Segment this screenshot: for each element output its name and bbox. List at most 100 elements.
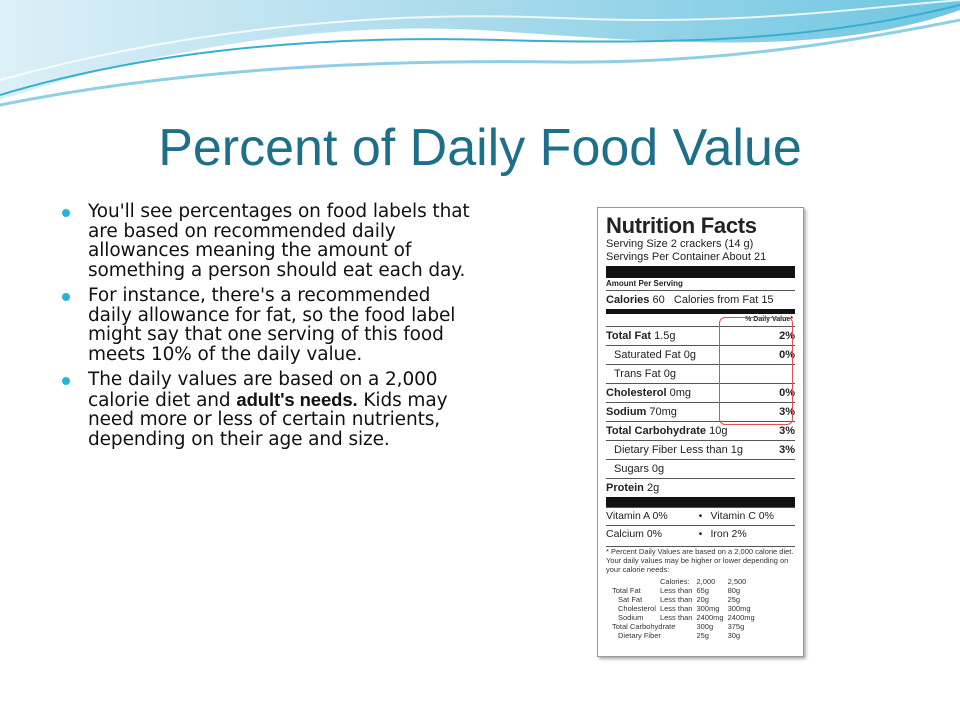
- table-row: Cholesterol Less than 300mg 300mg: [612, 604, 759, 613]
- table-cell: 80g: [727, 586, 741, 595]
- bullet-text: For instance, there's a recommended dail…: [88, 285, 456, 365]
- nutrient-row: Protein 2g: [606, 478, 795, 497]
- servings: Servings Per Container About 21: [606, 251, 767, 263]
- table-cell: 300g: [696, 622, 714, 631]
- bullet-bold: adult's needs.: [236, 388, 358, 410]
- table-header: Calories: 2,000 2,500: [612, 577, 759, 586]
- calories-row: Calories 60 Calories from Fat 15: [606, 291, 795, 309]
- vitamin: Vitamin C 0%: [710, 510, 774, 522]
- nutrient-name: Dietary Fiber Less than 1g: [614, 444, 744, 456]
- table-row: Dietary Fiber 25g 30g: [612, 631, 759, 640]
- dv-header: % Daily Value*: [745, 316, 793, 323]
- thick-bar: [606, 266, 795, 278]
- table-row: Total Carbohydrate 300g 375g: [612, 622, 759, 631]
- serving-size: Serving Size 2 crackers (14 g): [606, 238, 754, 250]
- table-cell: Less than: [659, 613, 693, 622]
- table-row: Sat Fat Less than 20g 25g: [612, 595, 759, 604]
- vitamin-row: Vitamin A 0% • Vitamin C 0%: [606, 507, 795, 525]
- nutrient-left: Protein 2g: [606, 479, 659, 497]
- nutrient-amount: 70mg: [649, 406, 677, 418]
- table-cell: Sat Fat: [618, 595, 643, 604]
- table-cell: 25g: [696, 631, 709, 640]
- calories-amount: 60: [652, 294, 665, 306]
- table-cell: 30g: [727, 631, 741, 640]
- nutrient-amount: 1.5g: [654, 330, 676, 342]
- nutrient-amount: 2g: [646, 482, 660, 494]
- nutrient-dv: 2%: [779, 330, 795, 342]
- table-cell: Less than: [659, 595, 693, 604]
- thick-bar: [606, 497, 795, 507]
- bullet: The daily values are based on a 2,000 ca…: [60, 370, 470, 449]
- nutrient-name: Saturated Fat 0g: [614, 349, 696, 361]
- separator: •: [698, 528, 703, 540]
- table-cell: Total Fat: [612, 586, 641, 595]
- bullet: You'll see percentages on food labels th…: [60, 202, 470, 280]
- calories-name: Calories: [606, 294, 650, 306]
- nutrient-left: Sugars 0g: [606, 460, 664, 478]
- table-cell: 300mg: [727, 604, 751, 613]
- label-title: Nutrition Facts: [606, 213, 757, 238]
- vitamin: Iron 2%: [710, 528, 747, 540]
- nutrient-name: Total Fat: [606, 330, 652, 342]
- amount-per-serving: Amount Per Serving: [606, 278, 795, 291]
- table-cell: Less than: [659, 586, 693, 595]
- table-cell: 25g: [727, 595, 741, 604]
- nutrient-row: Dietary Fiber Less than 1g 3%: [606, 440, 795, 459]
- thick-bar: [606, 309, 795, 314]
- nutrient-name: Cholesterol: [606, 387, 667, 399]
- bullet-text: Kids may need more or less of certain nu…: [88, 389, 448, 450]
- nutrient-rows: Total Fat 1.5g 2% Saturated Fat 0g 0% Trans …: [606, 326, 795, 497]
- separator: •: [698, 510, 703, 522]
- nutrient-name: Sugars 0g: [614, 463, 665, 475]
- nutrient-left: Saturated Fat 0g: [606, 346, 696, 364]
- vitamins: Vitamin A 0% • Vitamin C 0% Calcium 0% • Iron…: [606, 507, 795, 543]
- bullet-text: You'll see percentages on food labels th…: [88, 201, 470, 281]
- table-header-cell: 2,500: [727, 577, 747, 586]
- nutrient-name: Total Carbohydrate: [606, 425, 707, 437]
- bullet-text: The daily values are based on a 2,000 ca…: [88, 369, 438, 411]
- table-cell: 2400mg: [727, 613, 755, 622]
- nutrition-label: Nutrition Facts Serving Size 2 crackers …: [597, 207, 804, 657]
- table-cell: Less than: [659, 604, 693, 613]
- nutrient-row: Total Carbohydrate 10g 3%: [606, 421, 795, 440]
- table-cell: Dietary Fiber: [618, 631, 661, 640]
- nutrient-left: Dietary Fiber Less than 1g: [606, 441, 743, 459]
- vitamin: Calcium 0%: [606, 528, 663, 540]
- table-row: Sodium Less than 2400mg 2400mg: [612, 613, 759, 622]
- nutrient-dv: 0%: [779, 349, 795, 361]
- nutrient-left: Trans Fat 0g: [606, 365, 676, 383]
- nutrient-left: Total Carbohydrate 10g: [606, 422, 727, 440]
- nutrient-row: Trans Fat 0g: [606, 364, 795, 383]
- table-cell: 20g: [696, 595, 709, 604]
- vitamin: Vitamin A 0%: [606, 510, 668, 522]
- nutrient-row: Sugars 0g: [606, 459, 795, 478]
- nutrient-row: Saturated Fat 0g 0%: [606, 345, 795, 364]
- table-cell: 65g: [696, 586, 709, 595]
- table-cell: 2400mg: [696, 613, 724, 622]
- nutrient-left: Total Fat 1.5g: [606, 327, 676, 345]
- table-cell: 375g: [727, 622, 745, 631]
- bullet-list: You'll see percentages on food labels th…: [60, 202, 470, 455]
- nutrient-left: Sodium 70mg: [606, 403, 677, 421]
- nutrient-row: Sodium 70mg 3%: [606, 402, 795, 421]
- table-header-cell: 2,000: [696, 577, 716, 586]
- header-waves: [0, 0, 960, 107]
- calories-from-fat: Calories from Fat 15: [673, 294, 774, 306]
- nutrient-amount: 0mg: [669, 387, 691, 399]
- table-row: Total Fat Less than 65g 80g: [612, 586, 759, 595]
- nutrient-dv: 3%: [779, 425, 795, 437]
- table-cell: Cholesterol: [618, 604, 656, 613]
- dv-table: Calories: 2,000 2,500 Total Fat Less than 65g…: [612, 577, 759, 640]
- nutrient-name: Sodium: [606, 406, 647, 418]
- nutrient-row: Cholesterol 0mg 0%: [606, 383, 795, 402]
- nutrient-left: Cholesterol 0mg: [606, 384, 691, 402]
- nutrient-dv: 3%: [779, 444, 795, 456]
- bullet: For instance, there's a recommended dail…: [60, 286, 470, 364]
- table-cell: Sodium: [618, 613, 644, 622]
- table-spacer: [612, 577, 660, 586]
- slide-title: Percent of Daily Food Value: [158, 119, 802, 177]
- table-header-cell: Calories:: [659, 577, 690, 586]
- nutrient-row: Total Fat 1.5g 2%: [606, 326, 795, 345]
- nutrient-name: Protein: [606, 482, 644, 494]
